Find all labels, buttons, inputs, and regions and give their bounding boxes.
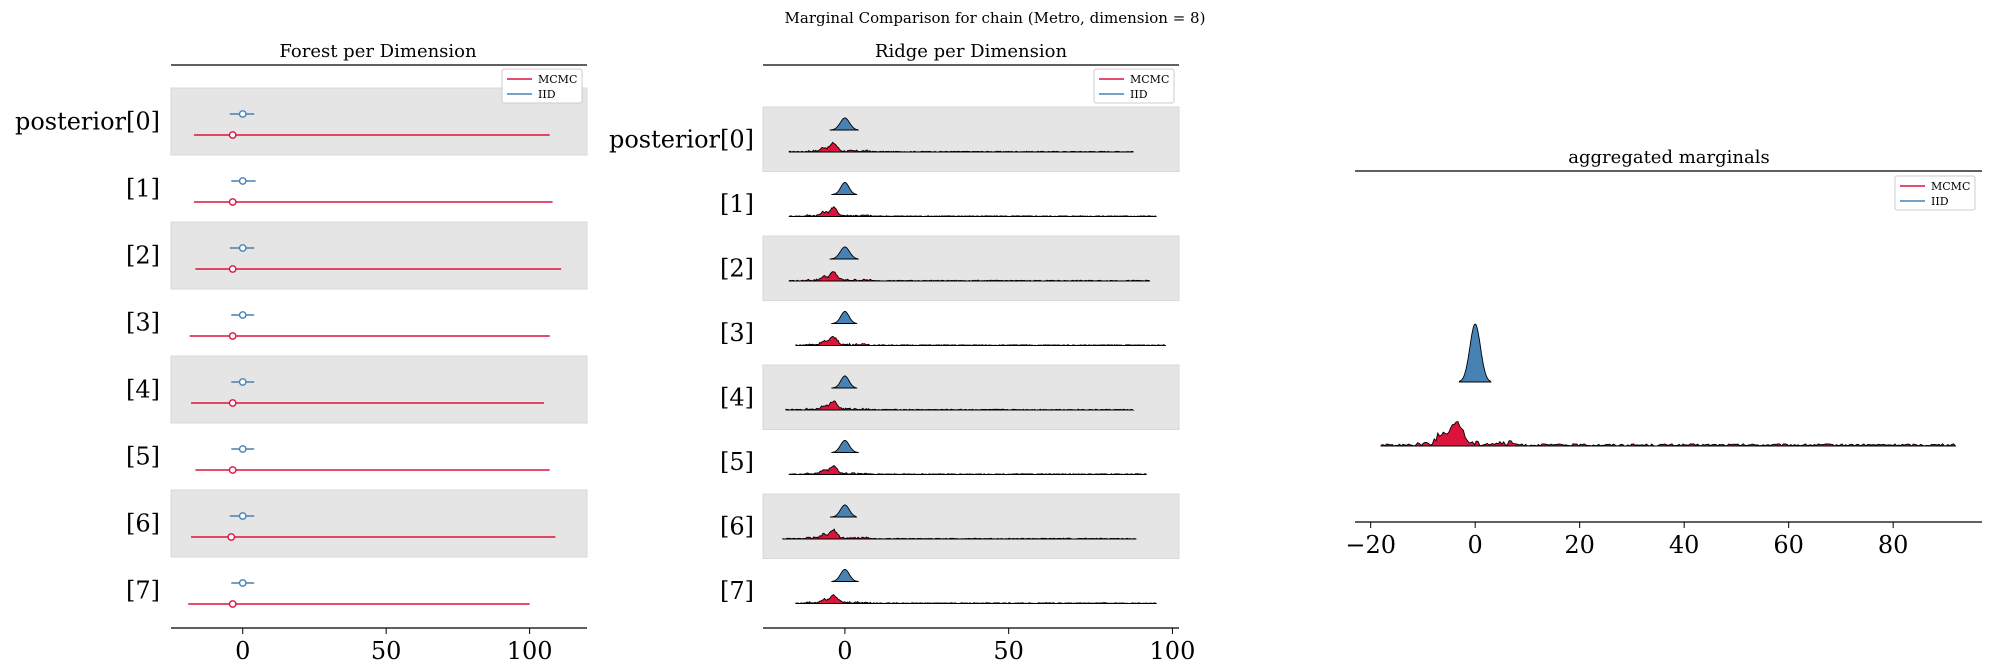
forest-mcmc-point	[228, 399, 237, 407]
forest-iid-point	[238, 110, 247, 118]
ridge-row-band	[762, 493, 1180, 559]
aggregated-panel: aggregated marginals −20 0 20 40 60 80 MCMC II…	[1345, 147, 1982, 559]
ridge-xtick-label: 100	[1150, 637, 1196, 665]
ridge-iid-density	[831, 569, 860, 582]
forest-iid-point	[238, 311, 247, 319]
forest-xtick-label: 0	[235, 637, 250, 665]
ridge-mcmc-density	[782, 528, 1137, 540]
ridge-iid-density	[831, 440, 860, 453]
aggregated-xtick-label: 40	[1669, 531, 1700, 559]
forest-row-band	[170, 221, 588, 290]
ridge-legend-label-mcmc: MCMC	[1130, 73, 1169, 86]
ridge-mcmc-density	[795, 336, 1166, 347]
forest-iid-point	[238, 244, 247, 252]
forest-row-band	[170, 489, 588, 558]
ridge-iid-density	[829, 117, 860, 131]
forest-xtick-label: 50	[371, 637, 402, 665]
forest-legend-label-mcmc: MCMC	[538, 73, 577, 86]
ridge-row-band	[762, 235, 1180, 301]
forest-mcmc-point	[228, 600, 237, 608]
ridge-xtick-label: 50	[993, 637, 1024, 665]
forest-row-label: [7]	[126, 577, 160, 605]
aggregated-legend-label-iid: IID	[1931, 195, 1949, 208]
forest-mcmc-point	[228, 198, 237, 206]
forest-iid-point	[238, 378, 247, 386]
forest-mcmc-point	[228, 265, 237, 273]
aggregated-xtick-label: 60	[1773, 531, 1804, 559]
ridge-row-label: [7]	[720, 577, 754, 605]
ridge-mcmc-density	[795, 594, 1158, 605]
ridge-iid-density	[831, 182, 858, 195]
aggregated-xtick-label: 20	[1564, 531, 1595, 559]
ridge-legend-label-iid: IID	[1130, 88, 1148, 101]
ridge-mcmc-density	[788, 271, 1151, 282]
forest-row-label: [6]	[126, 510, 160, 538]
aggregated-xtick-label: −20	[1345, 531, 1396, 559]
forest-row-label: [1]	[126, 175, 160, 203]
ridge-xtick-label: 0	[837, 637, 852, 665]
ridge-row-band	[762, 106, 1180, 172]
forest-xtick-label: 100	[507, 637, 553, 665]
aggregated-xtick-label: 0	[1468, 531, 1483, 559]
forest-row-band	[170, 355, 588, 424]
forest-legend-label-iid: IID	[538, 88, 556, 101]
ridge-row-label: [3]	[720, 319, 754, 347]
ridge-row-label: [6]	[720, 512, 754, 540]
aggregated-iid-density	[1459, 323, 1492, 383]
ridge-row-label: [1]	[720, 190, 754, 218]
forest-row-label: [4]	[126, 376, 160, 404]
forest-row-label: [5]	[126, 443, 160, 471]
forest-panel: Forest per Dimension posterior[0] [1] [2] […	[15, 41, 588, 665]
ridge-mcmc-density	[785, 400, 1135, 411]
ridge-title: Ridge per Dimension	[875, 41, 1068, 62]
ridge-row-label: [5]	[720, 448, 754, 476]
ridge-panel: Ridge per Dimension posterior[0] [1] [2] [3…	[609, 41, 1195, 665]
ridge-iid-density	[829, 246, 860, 260]
forest-iid-point	[238, 177, 247, 185]
ridge-mcmc-density	[788, 141, 1134, 153]
ridge-iid-density	[831, 311, 858, 324]
forest-mcmc-point	[228, 332, 237, 340]
aggregated-mcmc-density	[1380, 420, 1957, 447]
forest-mcmc-point	[227, 533, 236, 541]
ridge-iid-density	[831, 375, 858, 389]
ridge-row-label: [2]	[720, 254, 754, 282]
forest-iid-point	[238, 512, 247, 520]
figure-suptitle: Marginal Comparison for chain (Metro, di…	[785, 9, 1206, 27]
ridge-iid-density	[829, 504, 858, 518]
ridge-row-label: posterior[0]	[609, 125, 754, 153]
ridge-row-label: [4]	[720, 383, 754, 411]
forest-row-label: posterior[0]	[15, 108, 160, 136]
forest-mcmc-point	[228, 131, 237, 139]
aggregated-title: aggregated marginals	[1568, 147, 1769, 168]
ridge-row-band	[762, 364, 1180, 430]
ridge-mcmc-density	[788, 464, 1147, 475]
aggregated-xtick-label: 80	[1878, 531, 1909, 559]
forest-row-label: [2]	[126, 242, 160, 270]
forest-iid-point	[238, 579, 247, 587]
forest-row-label: [3]	[126, 309, 160, 337]
ridge-mcmc-density	[788, 206, 1157, 218]
forest-mcmc-point	[228, 466, 237, 474]
aggregated-legend-label-mcmc: MCMC	[1931, 180, 1970, 193]
forest-title: Forest per Dimension	[279, 41, 477, 62]
forest-iid-point	[238, 445, 247, 453]
